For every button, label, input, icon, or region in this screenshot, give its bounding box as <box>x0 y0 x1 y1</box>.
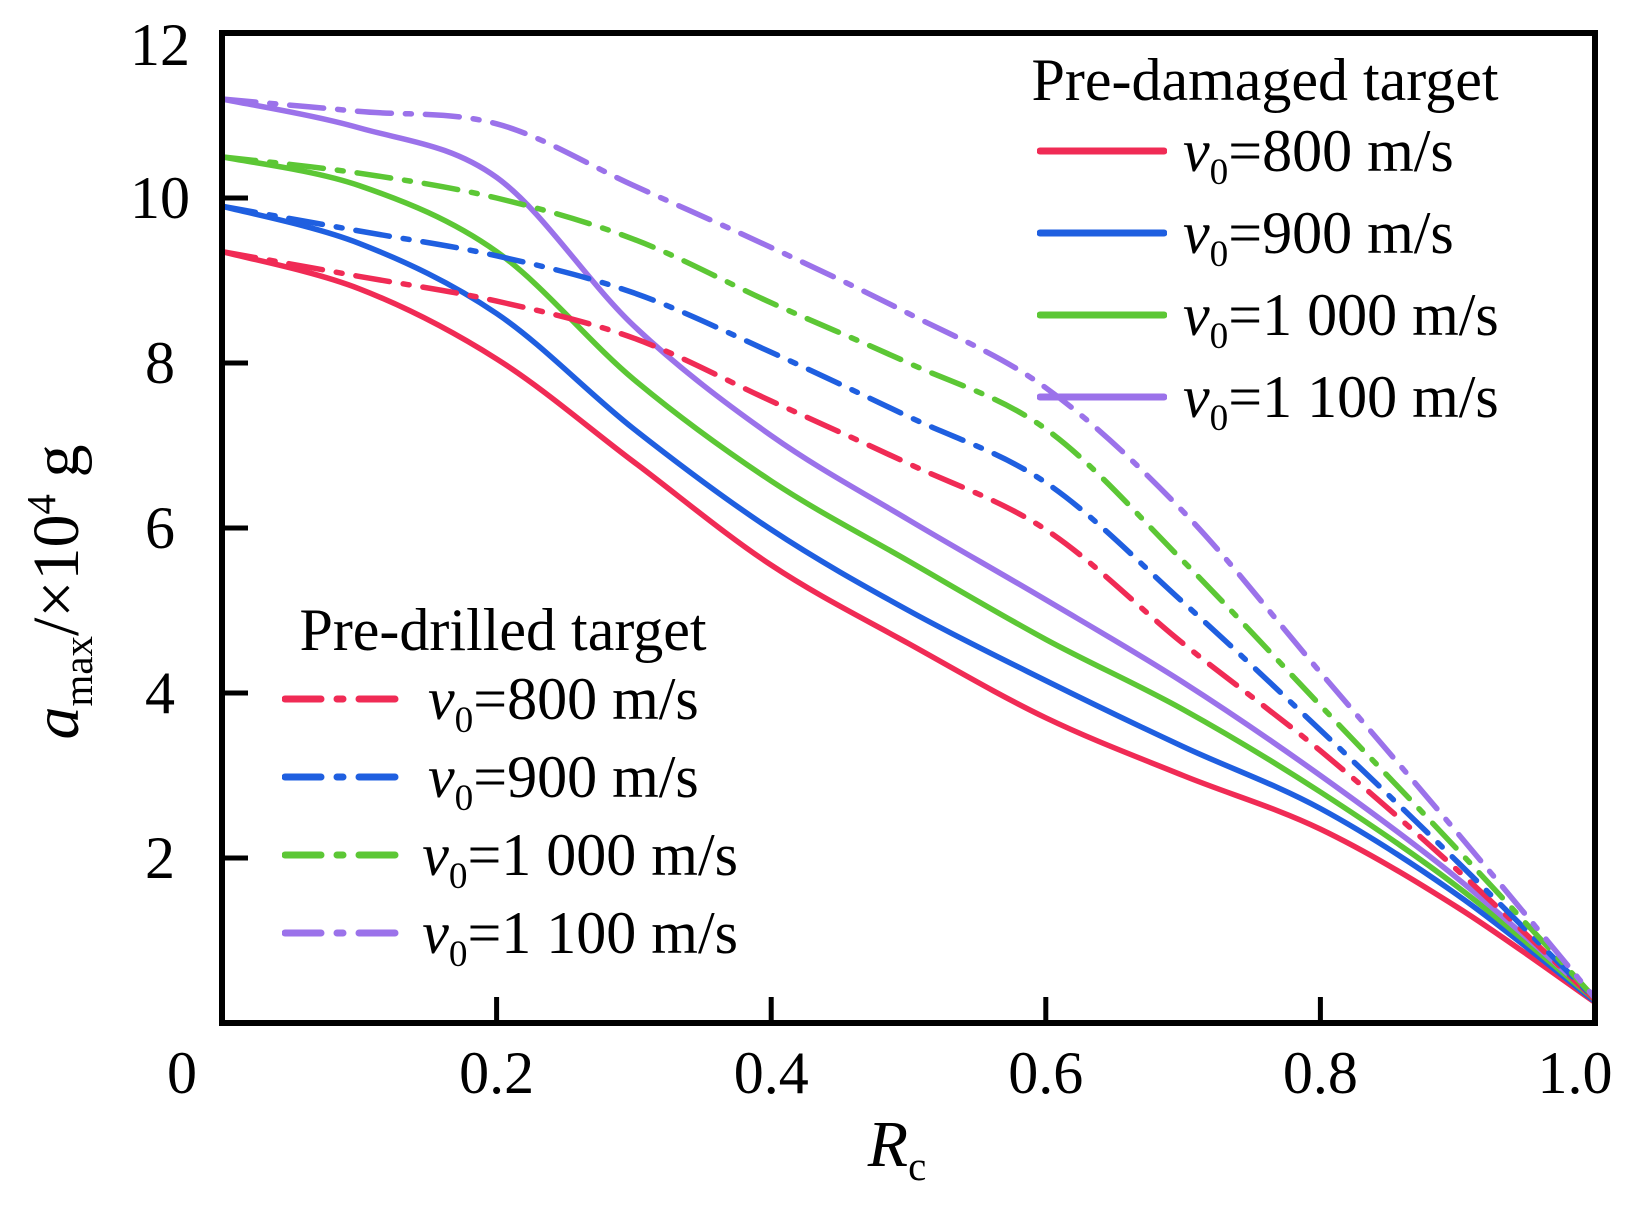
data-curves <box>221 96 1596 1006</box>
legend-item: v0=1 100 m/s <box>985 356 1545 438</box>
x-tick-label: 0.6 <box>1008 1040 1084 1106</box>
plot-border <box>219 30 1598 1026</box>
x-tick-label: 0.8 <box>1282 1040 1358 1106</box>
legend-item-label: v0=900 m/s <box>428 744 699 819</box>
x-tick-label: 1.0 <box>1537 1040 1613 1106</box>
curve-pre-drilled-01100 <box>221 96 1596 1002</box>
legend-line-swatch <box>282 929 407 937</box>
x-tick-label: 0.2 <box>459 1040 535 1106</box>
legend-item-label: v0=1 000 m/s <box>1183 282 1499 357</box>
y-tick-label: 4 <box>145 660 175 726</box>
curve-pre-drilled-0900 <box>221 203 1596 1002</box>
curve-pre-drilled-0800 <box>221 248 1596 1003</box>
legend-item: v0=800 m/s <box>268 660 738 741</box>
legend-item-label: v0=1 100 m/s <box>1183 364 1499 439</box>
y-axis-unit-prefix: /×10 <box>20 514 93 637</box>
legend-item-label: v0=800 m/s <box>428 666 699 741</box>
legend-line-swatch <box>282 695 412 703</box>
legend-item: v0=1 100 m/s <box>268 894 738 975</box>
y-axis-variable-subscript: max <box>56 636 102 707</box>
y-axis-unit: g <box>20 444 93 495</box>
y-axis-label: amax/×104 g <box>19 445 101 740</box>
legend-pre-drilled: Pre-drilled target v0=800 m/s v0=900 m/s… <box>268 597 738 975</box>
y-tick-label: 8 <box>145 330 175 396</box>
legend-line-swatch <box>1037 393 1167 401</box>
x-axis-variable-subscript: c <box>908 1144 927 1190</box>
y-tick-label: 10 <box>130 165 190 231</box>
x-axis-variable: R <box>867 1108 909 1181</box>
y-tick-label: 2 <box>145 825 175 891</box>
legend-pre-drilled-title: Pre-drilled target <box>299 597 707 663</box>
legend-item: v0=1 000 m/s <box>268 816 738 897</box>
axis-ticks <box>222 195 1323 1023</box>
legend-item-label: v0=900 m/s <box>1183 200 1454 275</box>
legend-item: v0=900 m/s <box>268 738 738 819</box>
legend-line-swatch <box>282 773 412 781</box>
legend-line-swatch <box>1037 147 1167 155</box>
x-tick-label: 0.4 <box>733 1040 809 1106</box>
x-axis-label: Rc <box>868 1112 926 1188</box>
curve-pre-damaged-01100 <box>221 96 1596 1002</box>
legend-pre-damaged-title: Pre-damaged target <box>1031 47 1499 113</box>
legend-line-swatch <box>1037 229 1167 237</box>
legend-item-label: v0=800 m/s <box>1183 118 1454 193</box>
x-tick-label: 0 <box>167 1040 197 1106</box>
y-axis-variable: a <box>20 706 93 740</box>
legend-line-swatch <box>1037 311 1167 319</box>
legend-item: v0=800 m/s <box>985 110 1545 192</box>
y-tick-label: 6 <box>145 495 175 561</box>
legend-item-label: v0=1 000 m/s <box>422 822 738 897</box>
curve-pre-damaged-0800 <box>221 248 1596 1006</box>
legend-item: v0=1 000 m/s <box>985 274 1545 356</box>
legend-item-label: v0=1 100 m/s <box>422 900 738 975</box>
legend-pre-damaged: Pre-damaged target v0=800 m/s v0=900 m/s… <box>985 50 1545 438</box>
y-tick-label: 12 <box>130 12 190 78</box>
legend-item: v0=900 m/s <box>985 192 1545 274</box>
curve-pre-drilled-01000 <box>221 154 1596 1002</box>
curve-pre-damaged-01000 <box>221 154 1596 1003</box>
legend-line-swatch <box>282 851 407 859</box>
y-axis-exponent: 4 <box>19 494 64 515</box>
